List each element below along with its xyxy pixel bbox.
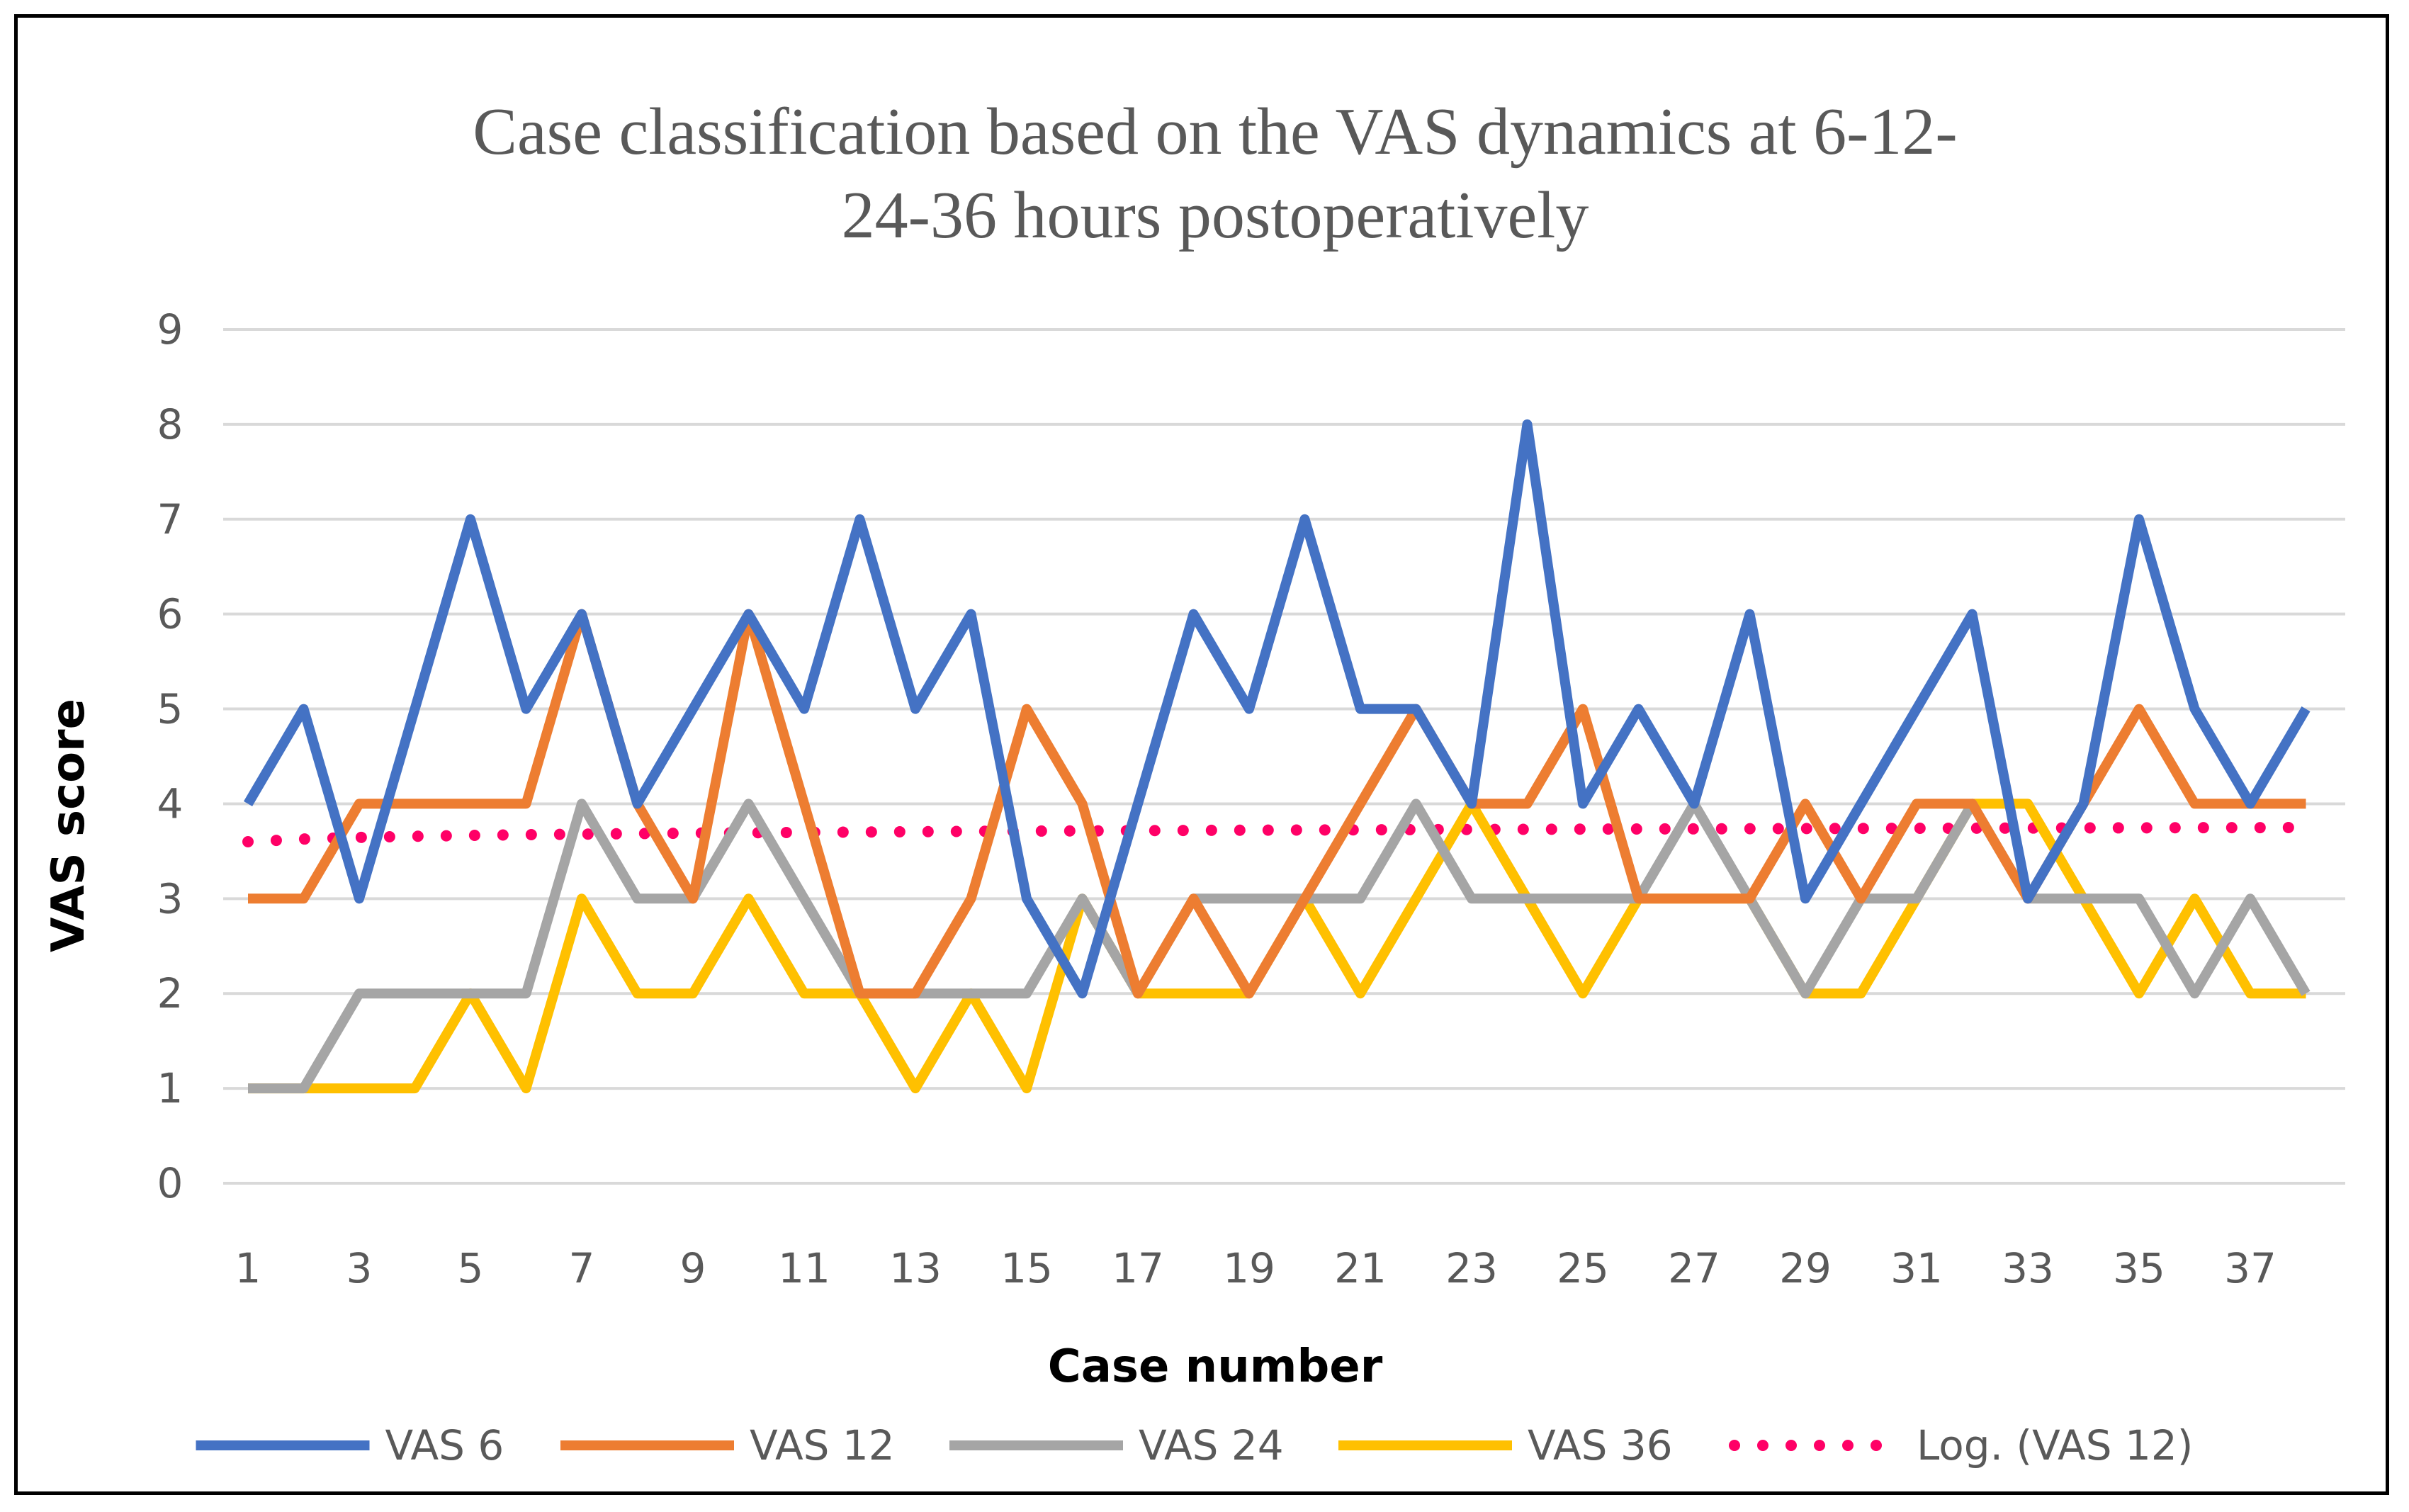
trendline-layer — [242, 821, 2312, 847]
y-tick-label: 2 — [157, 969, 184, 1017]
x-tick-label: 19 — [1223, 1244, 1275, 1292]
chart-title-line-1: Case classification based on the VAS dyn… — [473, 95, 1957, 169]
x-tick-label: 33 — [2002, 1244, 2054, 1292]
x-tick-label: 29 — [1779, 1244, 1832, 1292]
x-tick-label: 5 — [458, 1244, 484, 1292]
y-tick-label: 0 — [157, 1159, 184, 1207]
legend-label-vas-12: VAS 12 — [750, 1421, 895, 1469]
y-tick-label: 9 — [157, 305, 184, 354]
series-line-vas-24 — [248, 799, 2311, 1094]
x-tick-label: 1 — [235, 1244, 261, 1292]
y-axis-ticks: 0 1 2 3 4 5 6 7 8 9 — [157, 305, 184, 1207]
x-tick-label: 27 — [1668, 1244, 1720, 1292]
series-layer — [243, 419, 2311, 1094]
legend-label-vas-24: VAS 24 — [1139, 1421, 1284, 1469]
x-tick-label: 9 — [680, 1244, 706, 1292]
series-line-vas-6 — [243, 419, 2311, 999]
x-tick-label: 37 — [2224, 1244, 2277, 1292]
x-tick-label: 11 — [778, 1244, 830, 1292]
legend-label-vas-36: VAS 36 — [1528, 1421, 1673, 1469]
x-tick-label: 13 — [889, 1244, 942, 1292]
y-tick-label: 3 — [157, 874, 184, 923]
chart-title-line-2: 24-36 hours postoperatively — [842, 179, 1589, 252]
chart-frame: Case classification based on the VAS dyn… — [14, 14, 2389, 1495]
y-tick-label: 1 — [157, 1064, 184, 1112]
x-tick-label: 35 — [2113, 1244, 2165, 1292]
x-tick-label: 31 — [1890, 1244, 1943, 1292]
x-tick-label: 25 — [1557, 1244, 1609, 1292]
y-tick-label: 7 — [157, 495, 184, 543]
trendline-log-vas-12 — [242, 821, 2312, 847]
x-tick-label: 21 — [1334, 1244, 1387, 1292]
x-axis-title: Case number — [1048, 1341, 1383, 1393]
legend-label-vas-6: VAS 6 — [385, 1421, 504, 1469]
legend: VAS 6 VAS 12 VAS 24 VAS 36 Log. (VAS 12) — [196, 1421, 2193, 1469]
y-axis-title: VAS score — [43, 699, 95, 952]
y-tick-label: 5 — [157, 685, 184, 733]
y-tick-label: 8 — [157, 400, 184, 448]
legend-label-log-vas-12: Log. (VAS 12) — [1917, 1421, 2193, 1469]
x-tick-label: 3 — [346, 1244, 373, 1292]
x-tick-label: 23 — [1445, 1244, 1498, 1292]
chart-svg: Case classification based on the VAS dyn… — [43, 95, 2345, 1469]
x-tick-label: 15 — [1000, 1244, 1053, 1292]
x-axis-ticks: 1 3 5 7 9 11 13 15 17 19 21 23 25 27 29 31 33 35 37 — [235, 1244, 2277, 1292]
x-tick-label: 7 — [569, 1244, 595, 1292]
y-tick-label: 4 — [157, 779, 184, 828]
x-tick-label: 17 — [1112, 1244, 1164, 1292]
y-tick-label: 6 — [157, 590, 184, 638]
